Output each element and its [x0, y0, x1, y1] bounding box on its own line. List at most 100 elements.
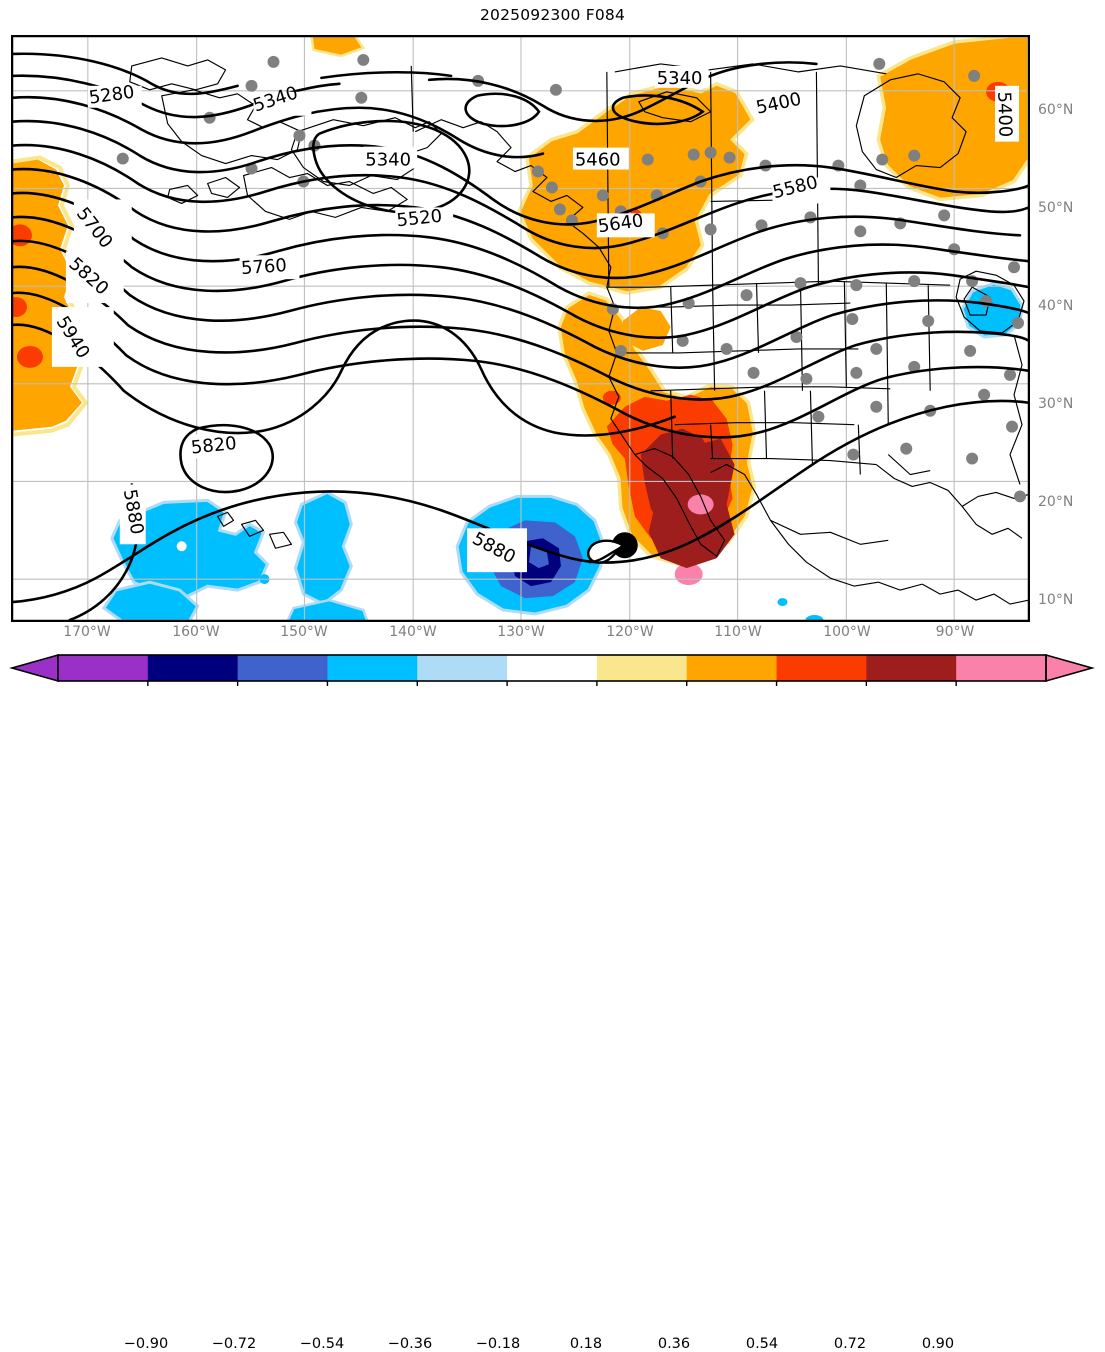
station-marker	[790, 330, 803, 343]
cb-tick-7: 0.54	[745, 1336, 779, 1352]
coast-russia-ne	[129, 57, 227, 91]
anomaly-core-notch	[528, 546, 549, 569]
border-us-north-a	[606, 280, 951, 288]
cb-tick-6: 0.36	[657, 1336, 691, 1352]
station-marker	[1014, 490, 1027, 503]
anomaly-patch-central-pacific-b	[101, 580, 200, 621]
lon-tick-170w: 170°W	[63, 624, 111, 640]
station-marker	[549, 83, 562, 96]
colorbar-segment-9	[866, 655, 957, 681]
coast-hawaii-a	[217, 511, 235, 527]
station-marker	[968, 69, 981, 82]
station-marker	[870, 400, 883, 413]
svg-text:5760: 5760	[240, 255, 287, 279]
page-title: 2025092300 F084	[479, 6, 626, 24]
border-states-e	[674, 422, 855, 426]
lat-tick-40n: 40°N	[1038, 298, 1074, 314]
coast-baja	[634, 448, 726, 557]
anomaly-patch-great-lakes	[960, 281, 1024, 339]
svg-text:5820: 5820	[190, 433, 238, 459]
svg-text:5460: 5460	[575, 150, 621, 171]
station-marker	[740, 289, 753, 302]
station-marker	[938, 209, 951, 222]
coast-aleutian-a	[207, 176, 241, 199]
lat-tick-20n: 20°N	[1038, 494, 1074, 510]
station-marker	[553, 203, 566, 216]
station-marker	[908, 275, 921, 288]
cb-tick-8: 0.72	[833, 1336, 867, 1352]
station-marker	[676, 334, 689, 347]
station-marker	[1008, 261, 1021, 274]
lon-tick-120w: 120°W	[606, 624, 654, 640]
map-frame	[12, 36, 1029, 621]
border-states-v12	[857, 424, 861, 475]
station-marker	[804, 211, 817, 224]
anomaly-speck-mexico	[777, 598, 788, 607]
colorbar-segment-2	[237, 655, 328, 681]
contour-label-5820-b: 5820	[189, 433, 246, 459]
lon-tick-160w: 160°W	[172, 624, 220, 640]
station-marker	[908, 360, 921, 373]
station-marker	[641, 153, 654, 166]
contour-label-5400-b: 5400	[993, 85, 1020, 142]
border-states-f	[710, 457, 877, 466]
contour-5880-upper	[12, 319, 676, 437]
station-marker	[1012, 317, 1025, 329]
svg-text:5340: 5340	[365, 150, 411, 171]
lon-tick-110w: 110°W	[714, 624, 762, 640]
station-marker	[531, 165, 544, 178]
border-states-v10	[763, 390, 768, 459]
svg-text:5400: 5400	[993, 91, 1016, 137]
cb-tick-2: −0.54	[299, 1336, 345, 1352]
colorbar-segment-8	[776, 655, 867, 681]
colorbar-segment-3	[327, 655, 418, 681]
coast-mexico-west	[710, 463, 923, 591]
anomaly-lobe-nw	[622, 307, 671, 351]
anomaly-core-pacific-c	[16, 345, 43, 368]
contour-swirl-a	[464, 92, 541, 128]
cb-tick-5: 0.18	[569, 1336, 603, 1352]
contour-label-5400-a: 5400	[754, 89, 816, 119]
lat-tick-30n: 30°N	[1038, 396, 1074, 412]
border-states-c	[618, 348, 859, 354]
map-plot: 5280 5340 5340 5340	[12, 36, 1029, 621]
contour-label-5340-a: 5340	[251, 82, 312, 116]
station-marker	[876, 153, 889, 166]
border-states-v9	[710, 424, 714, 459]
lat-tick-50n: 50°N	[1038, 200, 1074, 216]
colorbar-segment-10	[956, 655, 1047, 681]
station-marker	[850, 279, 863, 292]
station-marker	[873, 57, 886, 70]
coast-east-us	[1009, 334, 1023, 485]
coast-hawaii-c	[268, 531, 293, 549]
anomaly-peak-baja	[687, 494, 714, 515]
station-marker	[704, 223, 717, 236]
border-states-v7	[927, 285, 931, 391]
contour-label-5940: 5940	[52, 307, 114, 367]
svg-text:5340: 5340	[657, 68, 703, 89]
figure-root: 2025092300 F084	[9, 6, 1095, 1352]
border-mexico-b	[887, 454, 931, 476]
coast-great-slave-lake	[638, 91, 712, 123]
cb-tick-0: −0.90	[123, 1336, 169, 1352]
contour-label-5580: 5580	[771, 172, 831, 204]
lon-tick-130w: 130°W	[497, 624, 545, 640]
anomaly-core-socal	[602, 390, 621, 405]
contour-5820-closed	[179, 423, 275, 494]
colorbar-ticks	[147, 681, 957, 686]
contour-label-5340-c: 5340	[654, 65, 709, 89]
anomaly-patch-central-pacific-c	[293, 490, 353, 606]
colorbar-segments	[9, 653, 1095, 683]
station-marker	[850, 366, 863, 379]
border-mexico-c	[770, 519, 889, 545]
station-marker	[1006, 420, 1019, 433]
cb-tick-3: −0.36	[387, 1336, 433, 1352]
border-states-v2	[712, 285, 716, 391]
colorbar-segment-0	[58, 655, 149, 681]
coast-hudson-bay	[855, 73, 967, 179]
contour-5520	[12, 167, 1022, 280]
station-marker	[854, 179, 867, 192]
contour-label-5880-a: 5880	[119, 484, 147, 545]
station-marker	[908, 149, 921, 162]
anomaly-patch-central-pacific-a	[110, 498, 270, 598]
